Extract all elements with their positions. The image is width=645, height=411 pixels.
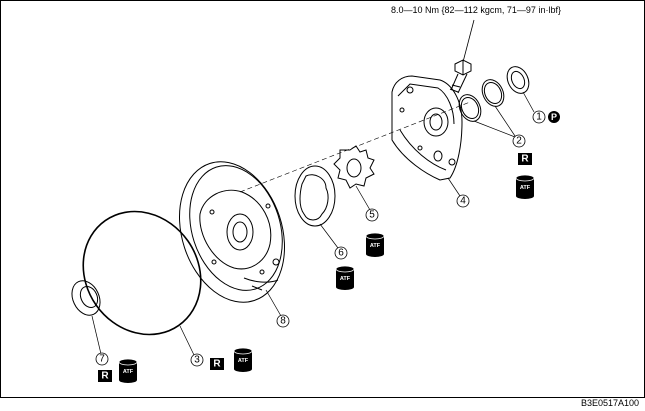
part-5-inner-gear xyxy=(333,145,375,189)
callout-2: 2 xyxy=(512,134,526,148)
callout-4: 4 xyxy=(456,194,470,208)
svg-text:ATF: ATF xyxy=(238,358,249,364)
atf-can-part-3: ATF xyxy=(233,347,253,372)
part-6-outer-gear xyxy=(294,165,336,227)
callout-1: 1 xyxy=(532,110,546,124)
callout-6: 6 xyxy=(334,246,348,260)
replace-badge-part-3: R xyxy=(210,358,224,370)
svg-text:4: 4 xyxy=(460,196,466,207)
svg-text:R: R xyxy=(521,154,529,165)
svg-text:R: R xyxy=(213,359,221,370)
callout-8: 8 xyxy=(276,314,290,328)
replace-badge-part-7: R xyxy=(98,370,112,382)
svg-text:5: 5 xyxy=(369,210,375,221)
svg-text:8: 8 xyxy=(280,316,286,327)
svg-text:ATF: ATF xyxy=(340,276,351,282)
callout-leaders xyxy=(91,91,535,356)
atf-can-part-5: ATF xyxy=(365,232,385,257)
svg-text:6: 6 xyxy=(338,248,344,259)
figure-code-label: B3E0517A100 xyxy=(580,398,639,408)
callout-3: 3 xyxy=(190,353,204,367)
part-4-pump-cover xyxy=(391,75,463,181)
atf-can-part-6: ATF xyxy=(335,265,355,290)
svg-text:1: 1 xyxy=(536,112,542,123)
atf-can-part-2: ATF xyxy=(515,174,535,199)
svg-text:2: 2 xyxy=(516,136,522,147)
svg-text:3: 3 xyxy=(194,355,200,366)
callout-5: 5 xyxy=(365,208,379,222)
torque-spec-label: 8.0—10 Nm {82—112 kgcm, 71—97 in·lbf} xyxy=(391,5,561,15)
callout-7: 7 xyxy=(95,352,109,366)
svg-text:7: 7 xyxy=(99,354,105,365)
bolt xyxy=(449,59,472,94)
atf-can-part-7: ATF xyxy=(118,358,138,383)
svg-text:R: R xyxy=(101,371,109,382)
svg-text:P: P xyxy=(551,112,557,122)
replace-badge-part-2: R xyxy=(518,153,532,165)
callout-p-badge: P xyxy=(548,111,560,123)
part-7-front-seal xyxy=(71,280,101,316)
torque-leader-line xyxy=(462,19,475,63)
svg-text:ATF: ATF xyxy=(370,243,381,249)
part-8-pump-body xyxy=(178,161,286,303)
part-1-oil-seal xyxy=(506,66,530,94)
svg-text:ATF: ATF xyxy=(520,185,531,191)
svg-text:ATF: ATF xyxy=(123,369,134,375)
